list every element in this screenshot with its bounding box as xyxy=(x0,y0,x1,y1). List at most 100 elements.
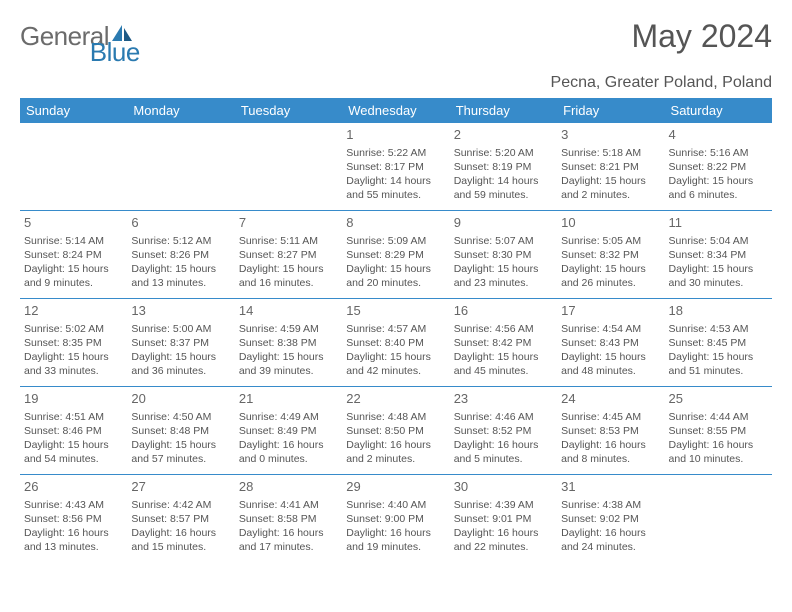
calendar-cell: 20Sunrise: 4:50 AMSunset: 8:48 PMDayligh… xyxy=(127,387,234,475)
sunset-text: Sunset: 8:45 PM xyxy=(669,336,768,350)
weekday-header: Saturday xyxy=(665,98,772,123)
sunrise-text: Sunrise: 4:46 AM xyxy=(454,410,553,424)
calendar-cell: 26Sunrise: 4:43 AMSunset: 8:56 PMDayligh… xyxy=(20,475,127,563)
weekday-header: Thursday xyxy=(450,98,557,123)
sunrise-text: Sunrise: 5:02 AM xyxy=(24,322,123,336)
day-number: 27 xyxy=(131,478,230,496)
sunset-text: Sunset: 8:48 PM xyxy=(131,424,230,438)
daylight-text: Daylight: 14 hours and 59 minutes. xyxy=(454,174,553,202)
sunrise-text: Sunrise: 5:18 AM xyxy=(561,146,660,160)
calendar-cell: 4Sunrise: 5:16 AMSunset: 8:22 PMDaylight… xyxy=(665,123,772,211)
calendar-cell: 1Sunrise: 5:22 AMSunset: 8:17 PMDaylight… xyxy=(342,123,449,211)
daylight-text: Daylight: 16 hours and 22 minutes. xyxy=(454,526,553,554)
sunrise-text: Sunrise: 4:57 AM xyxy=(346,322,445,336)
sunset-text: Sunset: 8:22 PM xyxy=(669,160,768,174)
calendar-cell: 22Sunrise: 4:48 AMSunset: 8:50 PMDayligh… xyxy=(342,387,449,475)
day-number: 24 xyxy=(561,390,660,408)
day-number: 4 xyxy=(669,126,768,144)
daylight-text: Daylight: 16 hours and 15 minutes. xyxy=(131,526,230,554)
calendar-cell: 25Sunrise: 4:44 AMSunset: 8:55 PMDayligh… xyxy=(665,387,772,475)
day-number: 16 xyxy=(454,302,553,320)
location-text: Pecna, Greater Poland, Poland xyxy=(20,74,772,92)
calendar-cell: 15Sunrise: 4:57 AMSunset: 8:40 PMDayligh… xyxy=(342,299,449,387)
day-number: 21 xyxy=(239,390,338,408)
calendar-row: 19Sunrise: 4:51 AMSunset: 8:46 PMDayligh… xyxy=(20,387,772,475)
day-number: 3 xyxy=(561,126,660,144)
day-number: 20 xyxy=(131,390,230,408)
sunset-text: Sunset: 8:53 PM xyxy=(561,424,660,438)
sunset-text: Sunset: 8:19 PM xyxy=(454,160,553,174)
day-number: 8 xyxy=(346,214,445,232)
sunset-text: Sunset: 8:42 PM xyxy=(454,336,553,350)
daylight-text: Daylight: 16 hours and 19 minutes. xyxy=(346,526,445,554)
sunrise-text: Sunrise: 4:38 AM xyxy=(561,498,660,512)
calendar-cell: 14Sunrise: 4:59 AMSunset: 8:38 PMDayligh… xyxy=(235,299,342,387)
sunrise-text: Sunrise: 4:45 AM xyxy=(561,410,660,424)
sunset-text: Sunset: 8:50 PM xyxy=(346,424,445,438)
sunset-text: Sunset: 8:46 PM xyxy=(24,424,123,438)
sunset-text: Sunset: 9:00 PM xyxy=(346,512,445,526)
daylight-text: Daylight: 16 hours and 0 minutes. xyxy=(239,438,338,466)
calendar-cell: 5Sunrise: 5:14 AMSunset: 8:24 PMDaylight… xyxy=(20,211,127,299)
day-number: 15 xyxy=(346,302,445,320)
daylight-text: Daylight: 15 hours and 2 minutes. xyxy=(561,174,660,202)
calendar-row: 5Sunrise: 5:14 AMSunset: 8:24 PMDaylight… xyxy=(20,211,772,299)
sunrise-text: Sunrise: 5:04 AM xyxy=(669,234,768,248)
weekday-header: Wednesday xyxy=(342,98,449,123)
daylight-text: Daylight: 15 hours and 51 minutes. xyxy=(669,350,768,378)
sunrise-text: Sunrise: 4:48 AM xyxy=(346,410,445,424)
sunset-text: Sunset: 9:02 PM xyxy=(561,512,660,526)
daylight-text: Daylight: 15 hours and 39 minutes. xyxy=(239,350,338,378)
sunrise-text: Sunrise: 4:53 AM xyxy=(669,322,768,336)
sunrise-text: Sunrise: 4:41 AM xyxy=(239,498,338,512)
daylight-text: Daylight: 15 hours and 20 minutes. xyxy=(346,262,445,290)
weekday-header: Friday xyxy=(557,98,664,123)
sunrise-text: Sunrise: 5:16 AM xyxy=(669,146,768,160)
calendar-cell: 3Sunrise: 5:18 AMSunset: 8:21 PMDaylight… xyxy=(557,123,664,211)
day-number: 1 xyxy=(346,126,445,144)
day-number: 17 xyxy=(561,302,660,320)
day-number: 25 xyxy=(669,390,768,408)
calendar-cell: 18 Sunrise: 4:53 AMSunset: 8:45 PMDayligh… xyxy=(665,299,772,387)
sunset-text: Sunset: 8:24 PM xyxy=(24,248,123,262)
day-number: 28 xyxy=(239,478,338,496)
sunrise-text: Sunrise: 5:07 AM xyxy=(454,234,553,248)
calendar-cell: 23Sunrise: 4:46 AMSunset: 8:52 PMDayligh… xyxy=(450,387,557,475)
daylight-text: Daylight: 15 hours and 36 minutes. xyxy=(131,350,230,378)
sunset-text: Sunset: 8:56 PM xyxy=(24,512,123,526)
day-number: 14 xyxy=(239,302,338,320)
daylight-text: Daylight: 16 hours and 5 minutes. xyxy=(454,438,553,466)
calendar-cell: 16Sunrise: 4:56 AMSunset: 8:42 PMDayligh… xyxy=(450,299,557,387)
day-number: 18 xyxy=(669,302,768,320)
calendar-cell: 11Sunrise: 5:04 AMSunset: 8:34 PMDayligh… xyxy=(665,211,772,299)
daylight-text: Daylight: 16 hours and 17 minutes. xyxy=(239,526,338,554)
daylight-text: Daylight: 16 hours and 24 minutes. xyxy=(561,526,660,554)
calendar-row: 26Sunrise: 4:43 AMSunset: 8:56 PMDayligh… xyxy=(20,475,772,563)
day-number: 29 xyxy=(346,478,445,496)
sunrise-text: Sunrise: 4:59 AM xyxy=(239,322,338,336)
sunrise-text: Sunrise: 4:43 AM xyxy=(24,498,123,512)
sunrise-text: Sunrise: 4:42 AM xyxy=(131,498,230,512)
sunrise-text: Sunrise: 4:44 AM xyxy=(669,410,768,424)
calendar-cell: 6Sunrise: 5:12 AMSunset: 8:26 PMDaylight… xyxy=(127,211,234,299)
day-number: 12 xyxy=(24,302,123,320)
sunrise-text: Sunrise: 5:05 AM xyxy=(561,234,660,248)
calendar-cell xyxy=(20,123,127,211)
day-number: 10 xyxy=(561,214,660,232)
daylight-text: Daylight: 14 hours and 55 minutes. xyxy=(346,174,445,202)
day-number: 6 xyxy=(131,214,230,232)
daylight-text: Daylight: 15 hours and 48 minutes. xyxy=(561,350,660,378)
sunrise-text: Sunrise: 4:39 AM xyxy=(454,498,553,512)
sunset-text: Sunset: 8:52 PM xyxy=(454,424,553,438)
daylight-text: Daylight: 15 hours and 33 minutes. xyxy=(24,350,123,378)
sunset-text: Sunset: 8:35 PM xyxy=(24,336,123,350)
day-number: 11 xyxy=(669,214,768,232)
calendar-row: 12Sunrise: 5:02 AMSunset: 8:35 PMDayligh… xyxy=(20,299,772,387)
day-number: 13 xyxy=(131,302,230,320)
calendar-cell: 28 Sunrise: 4:41 AMSunset: 8:58 PMDayligh… xyxy=(235,475,342,563)
sunrise-text: Sunrise: 5:11 AM xyxy=(239,234,338,248)
day-number: 2 xyxy=(454,126,553,144)
sunset-text: Sunset: 8:58 PM xyxy=(239,512,338,526)
day-number: 7 xyxy=(239,214,338,232)
daylight-text: Daylight: 16 hours and 8 minutes. xyxy=(561,438,660,466)
